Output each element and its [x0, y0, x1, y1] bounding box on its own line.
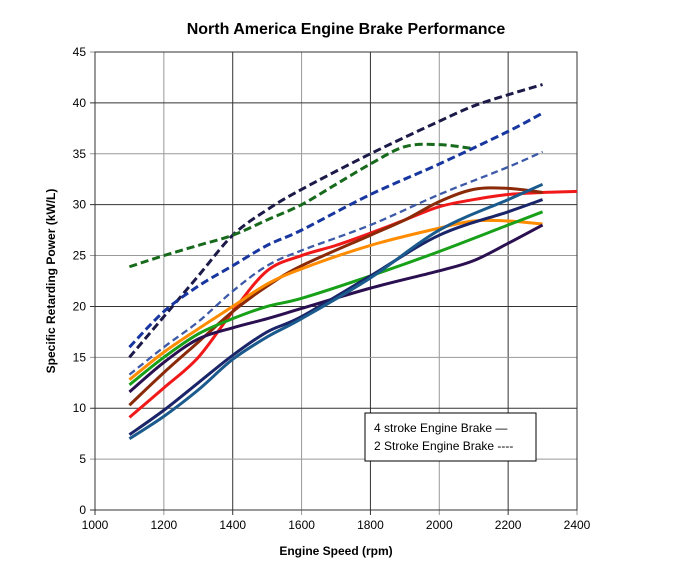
y-tick-label: 5 — [79, 452, 86, 466]
x-tick-label: 2200 — [495, 518, 522, 532]
plot-frame — [94, 51, 578, 511]
series-line-4-stroke-teal — [128, 182, 544, 441]
series-line-2-stroke-green — [128, 142, 474, 269]
series-line-4-stroke-green — [128, 210, 544, 386]
tick-labels: 1000 1200 1400 1600 1800 2000 2200 2400 0 5 10 15 20… — [73, 45, 591, 532]
y-tick-label: 35 — [73, 147, 87, 161]
series-line-4-stroke-navy — [128, 198, 544, 436]
x-tick-label: 1400 — [219, 518, 246, 532]
x-tick-label: 2400 — [564, 518, 591, 532]
series-line-4-stroke-brown — [128, 186, 543, 407]
y-tick-label: 0 — [79, 503, 86, 517]
x-tick-label: 1800 — [357, 518, 384, 532]
x-tick-label: 2000 — [426, 518, 453, 532]
legend: 4 stroke Engine Brake — 2 Stroke Engine … — [364, 412, 537, 462]
x-tick-label: 1200 — [151, 518, 178, 532]
series-line-2-stroke-blue — [128, 111, 544, 349]
legend-entry-4-stroke: 4 stroke Engine Brake — — [374, 421, 507, 435]
series-line-2-stroke-navy — [128, 83, 543, 359]
y-axis-label: Specific Retarding Power (kW/L) — [44, 189, 58, 374]
y-tick-label: 40 — [73, 96, 87, 110]
y-tick-label: 15 — [73, 350, 87, 364]
y-tick-label: 10 — [73, 401, 87, 415]
legend-entry-2-stroke: 2 Stroke Engine Brake ---- — [374, 439, 513, 453]
y-tick-label: 30 — [73, 198, 87, 212]
series-line-4-stroke-purple — [128, 223, 544, 394]
series-line-2-stroke-light-blue — [128, 150, 544, 376]
chart-title: North America Engine Brake Performance — [187, 21, 506, 38]
x-tick-label: 1600 — [288, 518, 315, 532]
y-tick-label: 45 — [73, 45, 87, 59]
x-axis-label: Engine Speed (rpm) — [279, 544, 392, 558]
y-tick-label: 20 — [73, 299, 87, 313]
series-lines — [128, 83, 578, 441]
legend-box — [364, 412, 537, 462]
y-tick-label: 25 — [73, 249, 87, 263]
x-tick-label: 1000 — [82, 518, 109, 532]
series-line-4-stroke-red — [128, 189, 578, 419]
